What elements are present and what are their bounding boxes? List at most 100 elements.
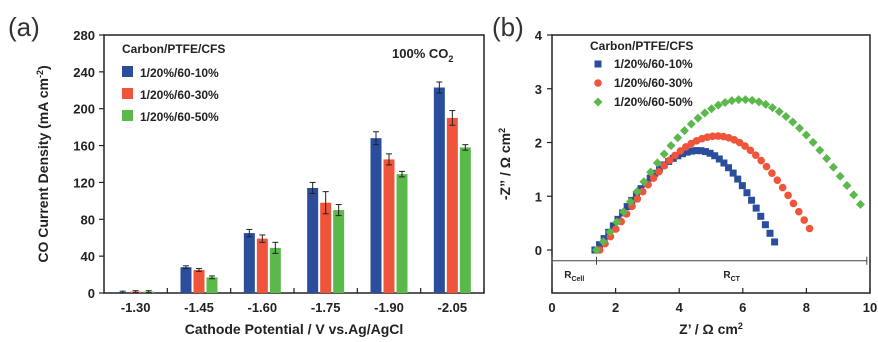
legend-label-b: 1/20%/60-50% xyxy=(614,95,693,109)
data-point xyxy=(761,99,771,109)
data-point xyxy=(747,95,757,105)
data-point xyxy=(671,151,679,160)
y-tick-label-a: 0 xyxy=(88,286,95,301)
data-point xyxy=(707,104,717,114)
y-axis-title-a: CO Current Density (mA cm-2) xyxy=(35,65,51,262)
panel-a-label: (a) xyxy=(8,12,40,42)
data-point xyxy=(761,221,769,229)
data-point xyxy=(768,169,776,177)
legend-title-b: Carbon/PTFE/CFS xyxy=(590,39,693,53)
bar xyxy=(206,277,218,293)
data-point xyxy=(676,147,685,155)
bar xyxy=(269,247,281,293)
data-point xyxy=(660,162,669,170)
bar xyxy=(256,238,268,293)
rcell-label: RCell xyxy=(564,270,584,283)
x-tick-label-b: 10 xyxy=(863,300,877,315)
y-axis-title-b: -Z” / Ω cm2 xyxy=(497,128,513,200)
data-point xyxy=(639,177,649,187)
data-point xyxy=(666,141,676,151)
data-point xyxy=(784,191,792,200)
data-point xyxy=(638,187,647,196)
x-tick-label-b: 4 xyxy=(676,300,684,315)
data-point xyxy=(746,146,755,155)
data-point xyxy=(655,167,663,176)
panel-b-nyquist-plot: 0 1 2 3 4 0 2 4 6 8 10 RCell RCT -Z” / Ω cm2 Z’ / … xyxy=(497,28,877,337)
x-tick-label-b: 6 xyxy=(739,300,746,315)
legend-marker-b xyxy=(594,60,602,68)
data-point xyxy=(720,159,728,167)
x-tick-label-b: 0 xyxy=(548,300,555,315)
plot-b-frame xyxy=(551,34,871,294)
y-tick-label-a: 280 xyxy=(73,28,95,43)
legend-swatch-a xyxy=(122,88,133,99)
data-point xyxy=(692,147,700,155)
bar xyxy=(320,202,332,293)
data-point xyxy=(697,147,705,155)
x-tick-label-b: 2 xyxy=(612,300,619,315)
data-point xyxy=(757,156,765,165)
data-point xyxy=(711,152,719,160)
data-point xyxy=(596,241,604,249)
x-tick-label-a: -1.45 xyxy=(184,300,214,315)
data-point xyxy=(740,95,750,105)
data-point xyxy=(743,189,751,197)
data-point xyxy=(713,100,723,110)
data-point xyxy=(632,187,642,197)
data-point xyxy=(646,167,656,177)
legend-label-a: 1/20%/60-50% xyxy=(140,110,219,124)
data-point xyxy=(652,158,662,168)
data-point xyxy=(706,149,714,157)
legend-label-b: 1/20%/60-30% xyxy=(614,76,693,90)
bar xyxy=(193,269,205,293)
data-point xyxy=(801,130,811,140)
data-point xyxy=(774,107,784,117)
bar xyxy=(383,159,395,293)
y-tick-label-a: 80 xyxy=(81,212,95,227)
legend-marker-b xyxy=(593,97,603,107)
data-point xyxy=(778,183,787,192)
legend-label-a: 1/20%/60-30% xyxy=(140,88,219,102)
bar xyxy=(307,187,319,293)
data-point xyxy=(725,164,733,172)
data-point xyxy=(598,237,608,247)
data-point xyxy=(808,137,818,147)
data-point xyxy=(609,222,617,230)
data-point xyxy=(708,132,717,141)
data-point xyxy=(800,216,808,224)
panel-b-label: (b) xyxy=(492,12,524,42)
bar xyxy=(433,87,445,294)
legend-swatch-a xyxy=(122,110,133,121)
bar xyxy=(396,174,408,293)
y-tick-label-b: 0 xyxy=(535,243,542,258)
y-tick-label-b: 3 xyxy=(535,82,542,97)
y-tick-label-a: 240 xyxy=(73,65,95,80)
data-point xyxy=(625,197,635,207)
data-point xyxy=(795,123,805,133)
data-point xyxy=(612,217,622,227)
data-point xyxy=(788,117,798,127)
data-point xyxy=(767,103,777,113)
y-tick-label-a: 160 xyxy=(73,139,95,154)
data-point xyxy=(842,180,852,190)
data-point xyxy=(822,154,832,164)
data-point xyxy=(771,238,779,246)
data-point xyxy=(619,207,629,217)
data-point xyxy=(720,97,730,107)
x-axis-title-b: Z’ / Ω cm2 xyxy=(679,321,743,337)
x-tick-label-a: -1.60 xyxy=(248,300,278,315)
data-point xyxy=(789,199,798,208)
data-point xyxy=(849,190,859,200)
legend-title-a: Carbon/PTFE/CFS xyxy=(122,42,225,56)
x-tick-label-a: -1.75 xyxy=(311,300,341,315)
data-point xyxy=(766,229,774,237)
x-tick-label-a: -1.30 xyxy=(121,300,151,315)
data-point xyxy=(734,95,744,105)
data-point xyxy=(651,169,659,177)
data-point xyxy=(855,199,865,209)
bar xyxy=(459,147,471,293)
data-point xyxy=(815,145,825,155)
data-point xyxy=(673,133,683,143)
data-point xyxy=(729,169,737,177)
